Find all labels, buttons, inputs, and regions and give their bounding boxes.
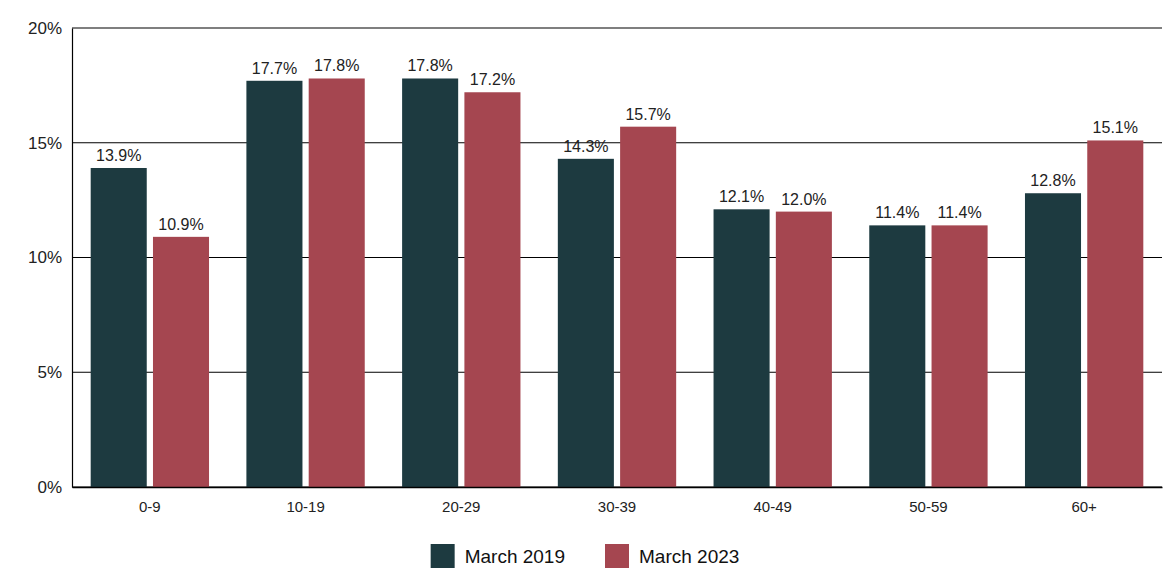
y-axis-line: [72, 29, 73, 488]
bar: [153, 237, 209, 487]
data-label: 11.4%: [875, 204, 919, 221]
x-tick-label: 20-29: [442, 498, 480, 515]
data-label: 12.1%: [719, 188, 764, 205]
legend-item: March 2023: [605, 544, 739, 568]
bar: [714, 209, 770, 487]
y-tick-label: 5%: [37, 363, 62, 382]
bar: [402, 78, 458, 487]
x-tick: 0-9: [139, 487, 161, 515]
x-tick-label: 30-39: [598, 498, 636, 515]
x-tick: 60+: [1071, 487, 1097, 515]
grid-line: [72, 142, 1162, 143]
bars: [91, 78, 1144, 487]
y-tick-label: 0%: [37, 478, 62, 497]
grid-line: [72, 372, 1162, 373]
y-tick-label: 10%: [28, 248, 62, 267]
data-label: 17.7%: [252, 60, 297, 77]
bar: [620, 127, 676, 487]
y-tick: 0%: [37, 478, 72, 497]
chart: 13.9% 17.7% 17.8% 14.3% 12.1% 11.4% 12.8% 10.9%…: [0, 0, 1170, 585]
data-label: 11.4%: [937, 204, 981, 221]
x-tick: 20-29: [442, 487, 480, 515]
bar: [558, 159, 614, 487]
x-tick-label: 0-9: [139, 498, 161, 515]
legend-swatch: [431, 544, 455, 568]
data-label: 14.3%: [563, 138, 608, 155]
x-tick-label: 60+: [1071, 498, 1097, 515]
grid-line: [72, 257, 1162, 258]
grid-line: [72, 27, 1162, 28]
grid: [72, 28, 1162, 487]
x-tick: 30-39: [598, 487, 636, 515]
bar: [1025, 193, 1081, 487]
x-tick-label: 50-59: [909, 498, 947, 515]
x-tick-label: 40-49: [754, 498, 792, 515]
data-label: 17.2%: [470, 71, 515, 88]
x-axis-line: [73, 487, 1163, 489]
legend-label: March 2019: [465, 546, 565, 567]
y-tick-label: 15%: [28, 134, 62, 153]
x-tick: 10-19: [286, 487, 324, 515]
data-label: 10.9%: [158, 216, 203, 233]
x-tick: 40-49: [754, 487, 792, 515]
data-label: 12.0%: [781, 191, 826, 208]
bar: [246, 81, 302, 487]
grid-line: [72, 486, 1162, 487]
legend-label: March 2023: [639, 546, 739, 567]
y-tick-label: 20%: [28, 19, 62, 38]
y-axis: 0% 5% 10% 15% 20%: [28, 19, 73, 497]
data-label: 13.9%: [96, 147, 141, 164]
plot: 13.9% 17.7% 17.8% 14.3% 12.1% 11.4% 12.8% 10.9%…: [28, 19, 1163, 515]
bar: [932, 225, 988, 487]
data-label: 15.7%: [625, 106, 670, 123]
data-label: 17.8%: [314, 57, 359, 74]
legend: March 2019 March 2023: [431, 544, 740, 568]
y-tick: 20%: [28, 19, 72, 38]
legend-swatch: [605, 544, 629, 568]
bar: [869, 225, 925, 487]
bar: [309, 78, 365, 487]
y-tick: 5%: [37, 363, 72, 382]
bar: [776, 212, 832, 487]
x-axis: 0-9 10-19 20-29 30-39 40-49 50-59 60+: [73, 487, 1163, 515]
bar: [1087, 140, 1143, 487]
data-label: 15.1%: [1093, 119, 1138, 136]
legend-item: March 2019: [431, 544, 565, 568]
bar: [464, 92, 520, 487]
bar: [91, 168, 147, 487]
data-labels: 13.9% 17.7% 17.8% 14.3% 12.1% 11.4% 12.8% 10.9%…: [96, 57, 1138, 232]
data-label: 12.8%: [1030, 172, 1075, 189]
x-tick-label: 10-19: [286, 498, 324, 515]
y-tick: 15%: [28, 134, 72, 153]
data-label: 17.8%: [407, 57, 452, 74]
y-tick: 10%: [28, 248, 72, 267]
x-tick: 50-59: [909, 487, 947, 515]
